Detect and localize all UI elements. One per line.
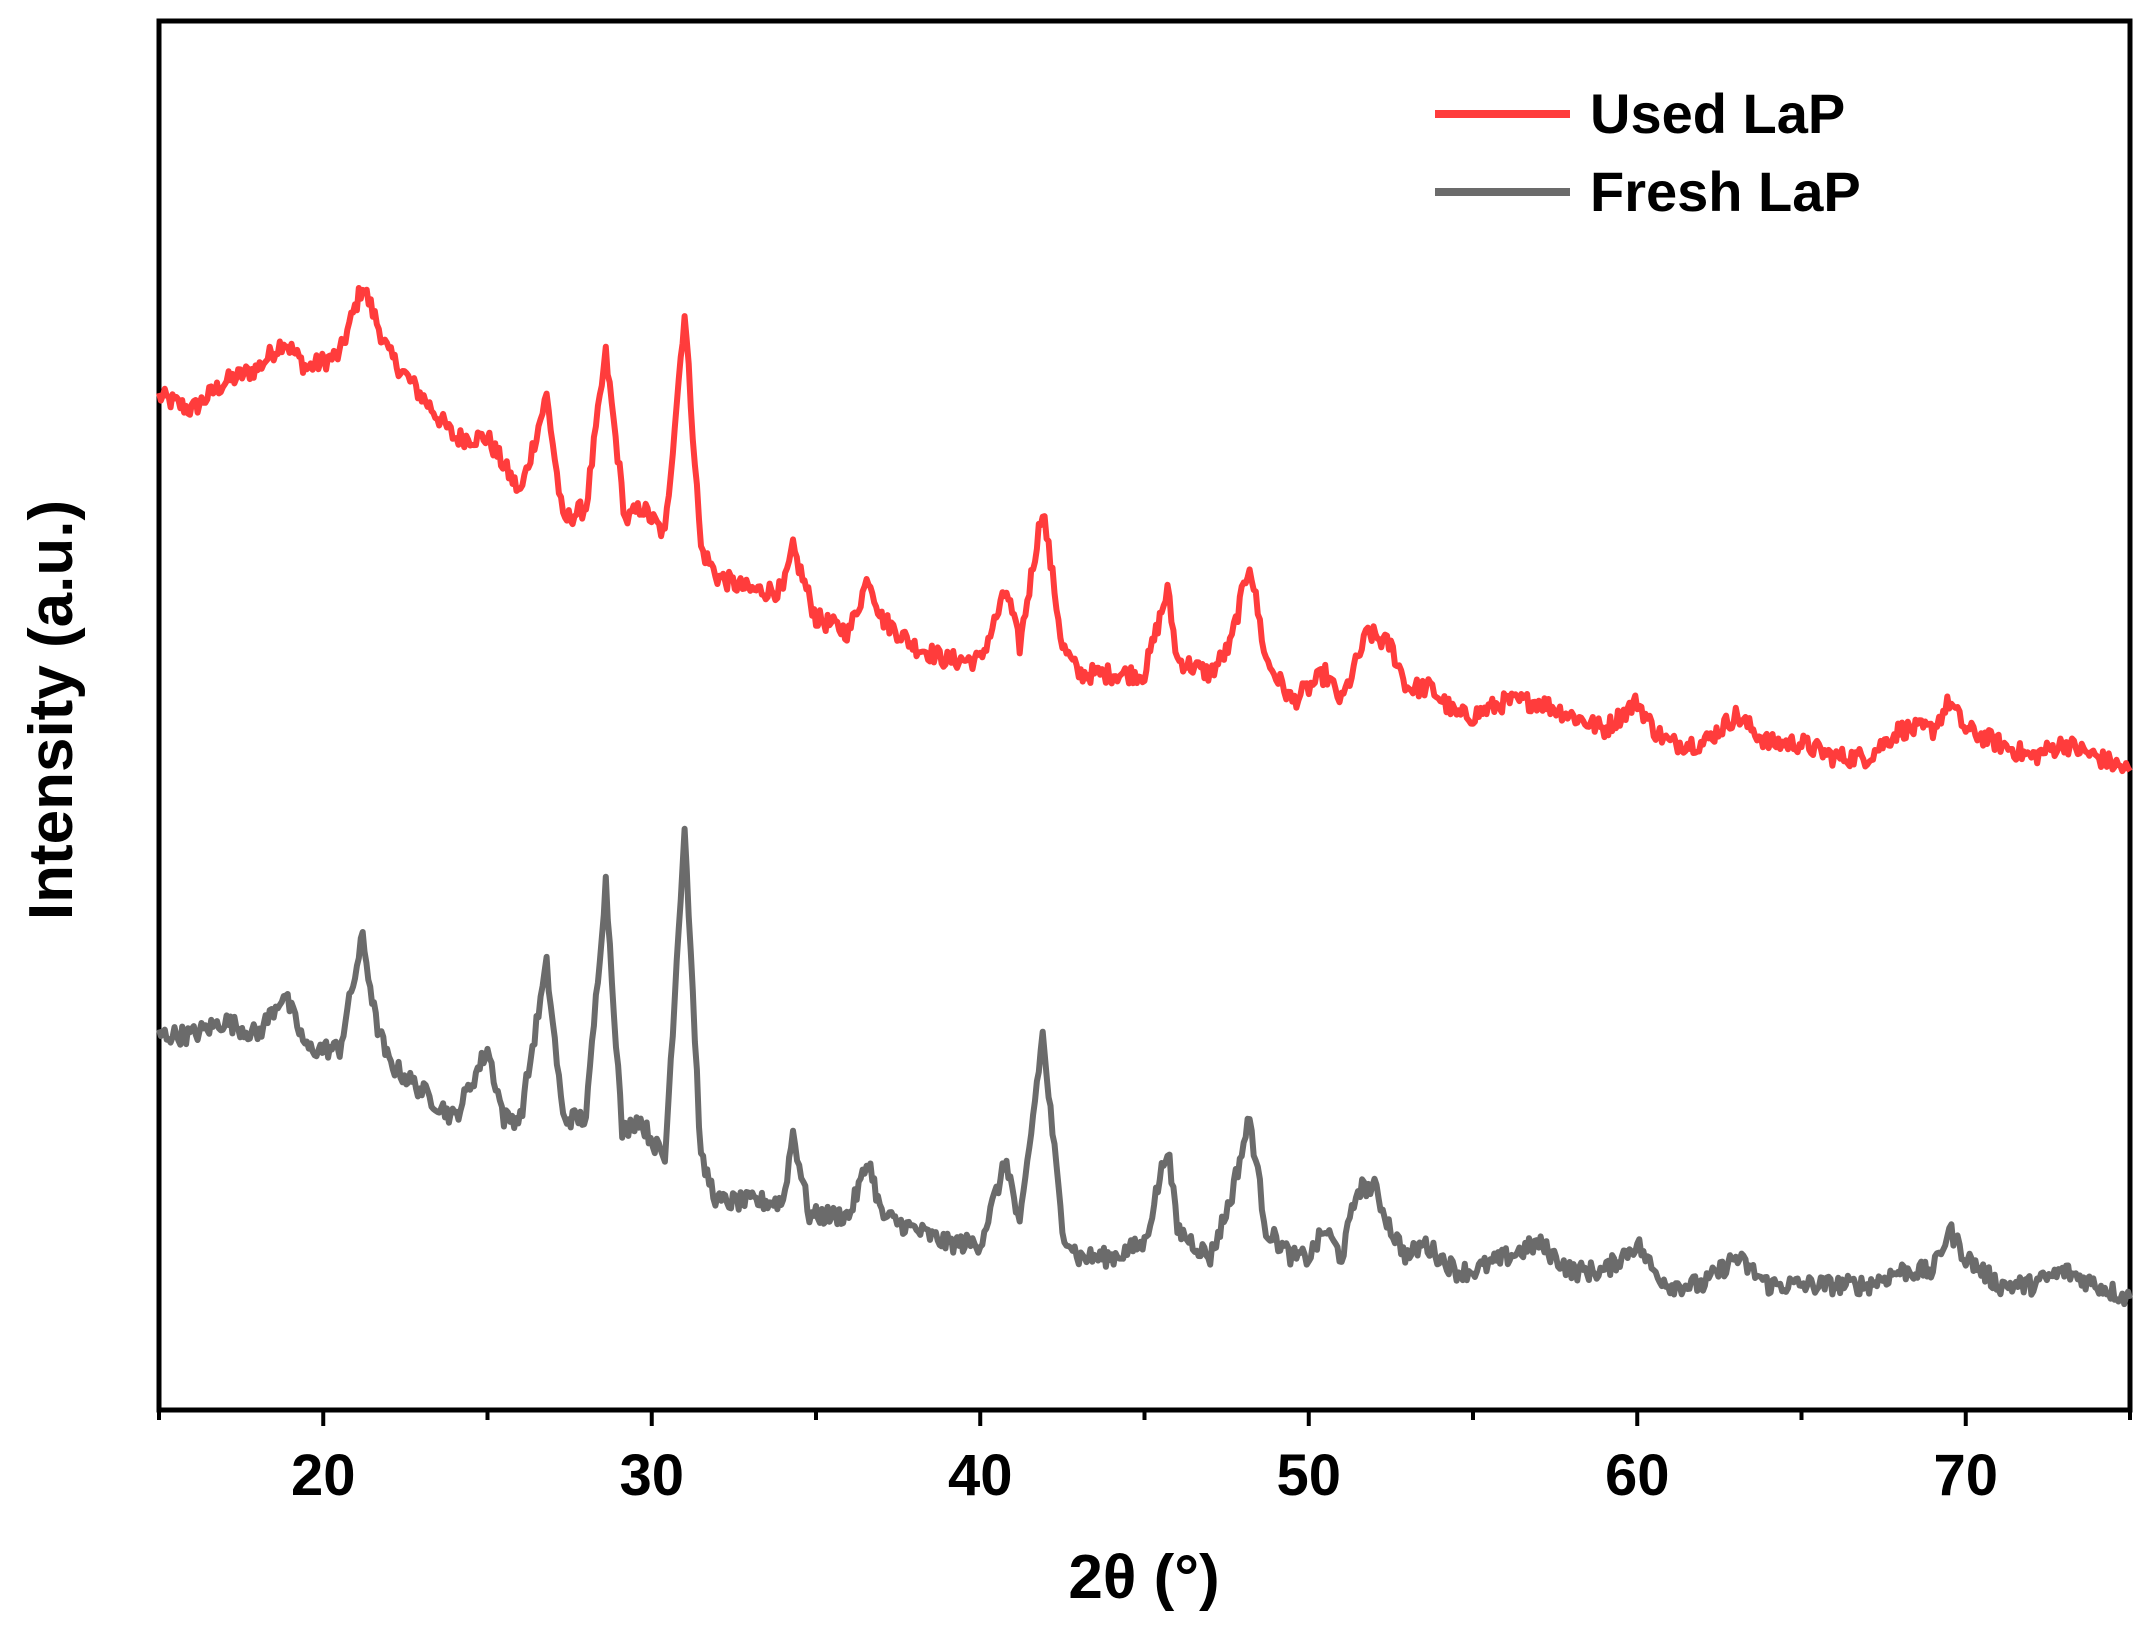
series-layer bbox=[156, 285, 2133, 1308]
series-line-fresh-lap bbox=[156, 825, 2133, 1308]
x-tick-label: 30 bbox=[619, 1443, 684, 1508]
x-tick-label: 40 bbox=[948, 1443, 1013, 1508]
legend-label-used-lap: Used LaP bbox=[1590, 82, 1845, 145]
x-tick-label: 20 bbox=[291, 1443, 356, 1508]
series-line-used-lap bbox=[156, 285, 2133, 775]
plot-frame bbox=[156, 18, 2133, 1413]
x-tick-label: 60 bbox=[1605, 1443, 1670, 1508]
legend: Used LaP Fresh LaP bbox=[1435, 82, 1861, 223]
x-tick-label: 70 bbox=[1933, 1443, 1998, 1508]
x-tick-label: 50 bbox=[1276, 1443, 1341, 1508]
x-axis-ticks bbox=[157, 1410, 2132, 1426]
y-axis-title: Intensity (a.u.) bbox=[17, 500, 86, 920]
legend-label-fresh-lap: Fresh LaP bbox=[1590, 160, 1861, 223]
x-axis-tick-labels: 20 30 40 50 60 70 bbox=[291, 1443, 1998, 1508]
x-axis-title: 2θ (°) bbox=[1068, 1543, 1219, 1612]
